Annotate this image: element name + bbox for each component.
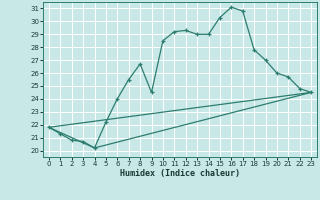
X-axis label: Humidex (Indice chaleur): Humidex (Indice chaleur) bbox=[120, 169, 240, 178]
